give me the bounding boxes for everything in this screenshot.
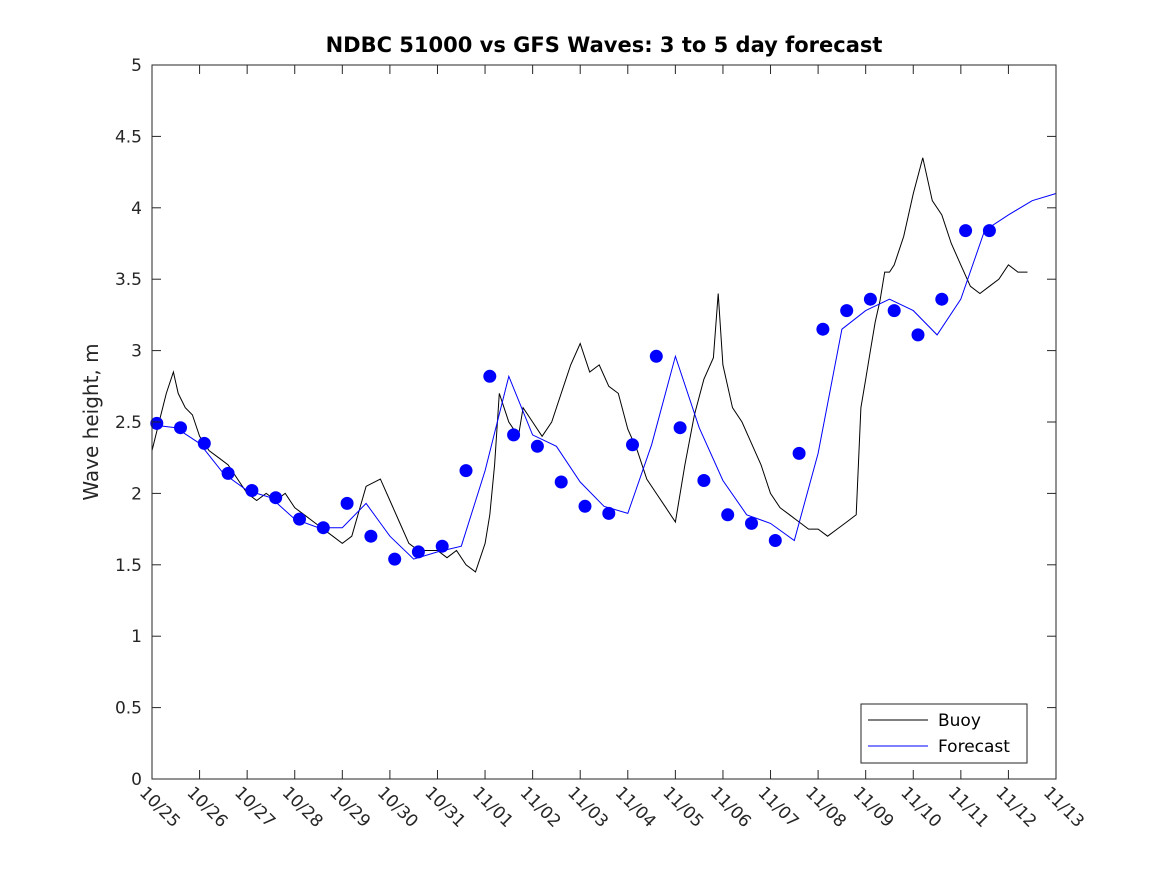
- forecast-point: [792, 446, 806, 460]
- forecast-point: [602, 506, 616, 520]
- forecast-point: [673, 421, 687, 435]
- forecast-point: [245, 484, 259, 497]
- legend: Buoy Forecast: [860, 703, 1028, 764]
- forecast-point: [221, 466, 235, 480]
- legend-label-forecast: Forecast: [938, 737, 1010, 757]
- forecast-point: [150, 416, 164, 430]
- forecast-point: [197, 436, 211, 450]
- y-axis-label: Wave height, m: [79, 343, 103, 500]
- forecast-point: [863, 292, 877, 306]
- forecast-point: [626, 438, 639, 452]
- forecast-point: [340, 496, 354, 510]
- y-tick-label: 1: [131, 627, 142, 647]
- forecast-point: [982, 224, 996, 238]
- forecast-point: [911, 328, 925, 342]
- y-tick-label: 4: [131, 199, 142, 219]
- y-tick-label: 3.5: [115, 270, 142, 290]
- forecast-point: [697, 474, 711, 487]
- forecast-point: [174, 421, 187, 435]
- y-tick-label: 5: [131, 56, 142, 76]
- forecast-point: [816, 322, 830, 336]
- legend-box: [860, 703, 1028, 764]
- y-tick-label: 2.5: [115, 413, 142, 433]
- forecast-point: [554, 475, 568, 489]
- forecast-point: [935, 292, 949, 306]
- forecast-point: [768, 534, 782, 547]
- y-tick-label: 3: [131, 342, 142, 362]
- forecast-point: [388, 552, 402, 566]
- chart-title: NDBC 51000 vs GFS Waves: 3 to 5 day fore…: [326, 33, 883, 57]
- y-tick-label: 0.5: [115, 699, 142, 719]
- forecast-point: [435, 539, 449, 553]
- forecast-point: [887, 304, 901, 318]
- forecast-point: [721, 508, 735, 522]
- forecast-point: [364, 529, 378, 543]
- y-tick-label: 0: [131, 770, 142, 790]
- forecast-point: [578, 499, 592, 513]
- forecast-point: [507, 428, 521, 442]
- forecast-point: [959, 224, 973, 238]
- forecast-point: [316, 521, 330, 535]
- buoy-series-line: [151, 157, 1028, 573]
- forecast-point: [483, 369, 497, 383]
- forecast-point: [459, 464, 473, 478]
- legend-label-buoy: Buoy: [938, 711, 981, 731]
- forecast-point: [840, 304, 854, 318]
- forecast-point: [293, 512, 306, 526]
- forecast-point: [411, 545, 425, 559]
- y-tick-label: 2: [131, 484, 142, 504]
- forecast-point: [269, 491, 283, 505]
- y-tick-label: 4.5: [115, 127, 142, 147]
- forecast-point: [649, 349, 663, 363]
- y-tick-label: 1.5: [115, 556, 142, 576]
- forecast-point: [530, 439, 544, 453]
- forecast-point: [745, 516, 758, 530]
